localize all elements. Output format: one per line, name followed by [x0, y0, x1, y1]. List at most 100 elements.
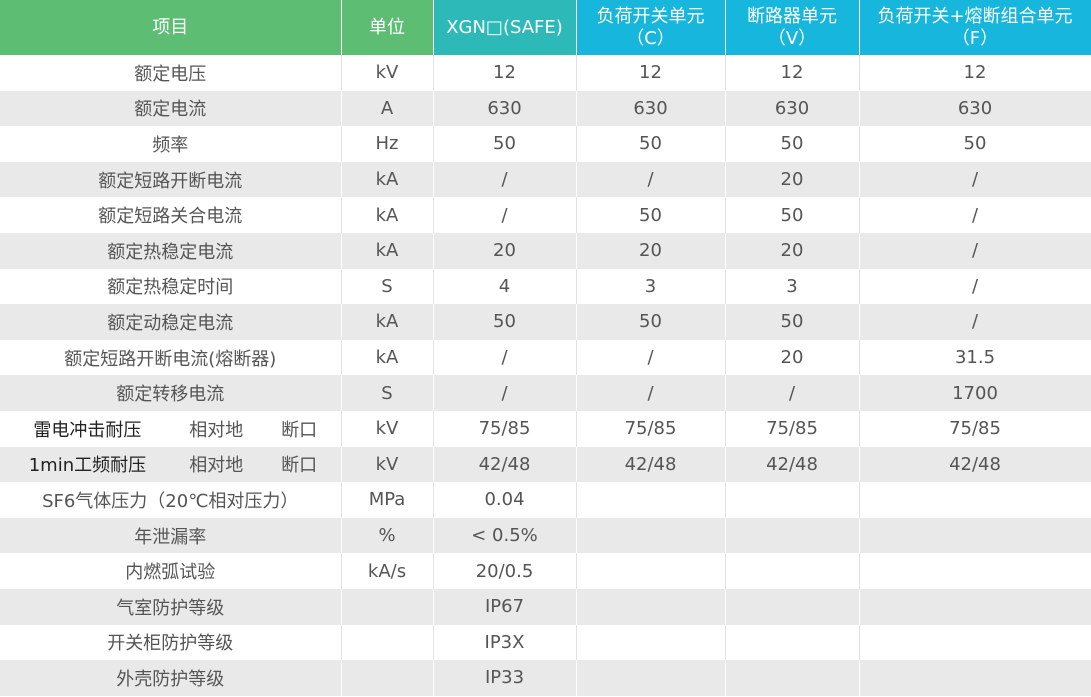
value-cell: / [433, 339, 577, 376]
value-cell: 31.5 [859, 339, 1091, 376]
item-label: 额定短路开断电流(熔断器) [64, 348, 277, 370]
value-text: 75/85 [949, 418, 1001, 440]
value-cell: 20 [725, 232, 860, 269]
table-row: 频率 Hz 50 50 50 50 [0, 126, 1091, 162]
value-cell: / [859, 197, 1091, 233]
item-cell: 年泄漏率 [0, 517, 342, 554]
item-label: 额定动稳定电流 [107, 312, 234, 334]
item-label: 气室防护等级 [116, 597, 225, 619]
item-label: 1min工频耐压 [28, 455, 147, 477]
value-cell: IP33 [433, 660, 577, 696]
item-label: 额定短路开断电流 [98, 170, 243, 192]
value-text: 42/48 [624, 453, 677, 475]
item-cell: 额定动稳定电流 [0, 304, 342, 340]
value-text: 50 [780, 133, 804, 155]
value-text: 50 [780, 204, 804, 226]
table-row: 额定短路开断电流(熔断器) kA / / 20 31.5 [0, 339, 1091, 376]
header-text: XGN□(SAFE) [446, 16, 563, 38]
value-cell: / [576, 339, 726, 376]
item-label: 额定热稳定时间 [107, 277, 234, 299]
value-cell: 50 [576, 126, 726, 162]
value-cell: 12 [725, 55, 860, 91]
value-text: / [647, 347, 654, 369]
value-cell: 20 [725, 339, 860, 376]
value-text: 50 [639, 133, 662, 155]
value-text: 75/85 [766, 418, 818, 440]
value-text: / [971, 240, 979, 262]
item-label: SF6气体压力（20℃相对压力） [42, 490, 299, 512]
value-text: / [501, 169, 508, 191]
item-label: 开关柜防护等级 [107, 633, 234, 655]
value-text: IP67 [484, 596, 525, 618]
item-cell: 外壳防护等级 [0, 660, 342, 696]
table-row: 开关柜防护等级 IP3X [0, 624, 1091, 661]
value-cell: 50 [725, 126, 860, 162]
value-cell [576, 624, 726, 661]
value-text: 50 [963, 133, 987, 155]
unit-cell [341, 660, 434, 696]
value-text: 12 [780, 62, 804, 84]
value-cell: 3 [576, 268, 726, 305]
value-text: / [788, 382, 796, 404]
item-label: 额定短路关合电流 [98, 206, 243, 228]
table-row: 内燃弧试验 kA/s 20/0.5 [0, 553, 1091, 589]
unit-cell: MPa [341, 482, 434, 518]
unit-text: kV [375, 418, 399, 440]
value-cell: 42/48 [576, 446, 726, 483]
table-row: 额定短路关合电流 kA / 50 50 / [0, 197, 1091, 233]
value-text: 50 [639, 204, 662, 226]
unit-cell: kA [341, 304, 434, 340]
unit-cell [341, 624, 434, 661]
unit-text: kA [375, 240, 399, 262]
value-cell: 50 [725, 304, 860, 340]
item-cell: 额定热稳定电流 [0, 232, 342, 269]
header-text: 负荷开关单元 [596, 5, 705, 27]
value-text: 50 [639, 311, 662, 333]
unit-cell: % [341, 517, 434, 554]
value-cell: / [433, 197, 577, 233]
value-cell: 20 [576, 232, 726, 269]
item-cell: SF6气体压力（20℃相对压力） [0, 482, 342, 518]
value-cell: 1700 [859, 375, 1091, 411]
table-row: 额定转移电流 S / / / 1700 [0, 375, 1091, 411]
value-cell: IP3X [433, 624, 577, 661]
unit-cell: kA [341, 161, 434, 198]
header-text: （V） [767, 27, 817, 49]
unit-text: A [380, 97, 394, 119]
item-cell: 额定短路开断电流(熔断器) [0, 339, 342, 376]
value-cell: 75/85 [725, 410, 860, 447]
unit-cell: S [341, 375, 434, 411]
item-cell: 1min工频耐压 相对地 断口 [0, 446, 342, 483]
item-sub: 相对地 [189, 419, 244, 441]
table-row: 额定热稳定时间 S 4 3 3 / [0, 268, 1091, 305]
value-cell: 12 [859, 55, 1091, 91]
value-cell: 12 [576, 55, 726, 91]
value-text: / [971, 311, 979, 333]
value-text: / [647, 169, 654, 191]
value-cell: 20 [433, 232, 577, 269]
unit-text: kA/s [367, 560, 407, 582]
value-cell: / [859, 268, 1091, 305]
value-text: 20 [639, 240, 662, 262]
item-cell: 额定热稳定时间 [0, 268, 342, 305]
value-cell [725, 482, 860, 518]
value-cell [576, 553, 726, 589]
unit-cell: S [341, 268, 434, 305]
value-text: / [971, 169, 979, 191]
item-cell: 频率 [0, 126, 342, 162]
value-cell [576, 588, 726, 625]
value-cell [859, 624, 1091, 661]
value-cell: 75/85 [859, 410, 1091, 447]
value-cell: 630 [725, 90, 860, 127]
value-cell [859, 517, 1091, 554]
unit-cell: kA [341, 339, 434, 376]
header-text: 项目 [152, 16, 189, 38]
item-sub: 断口 [281, 419, 318, 441]
table-row: 额定热稳定电流 kA 20 20 20 / [0, 232, 1091, 269]
header-cell: 项目 [0, 0, 342, 55]
value-cell [576, 517, 726, 554]
value-cell: 0.04 [433, 482, 577, 518]
table-row: 雷电冲击耐压 相对地 断口 kV 75/85 75/85 75/85 75/85 [0, 410, 1091, 447]
value-cell: 42/48 [725, 446, 860, 483]
value-text: 31.5 [954, 347, 996, 369]
